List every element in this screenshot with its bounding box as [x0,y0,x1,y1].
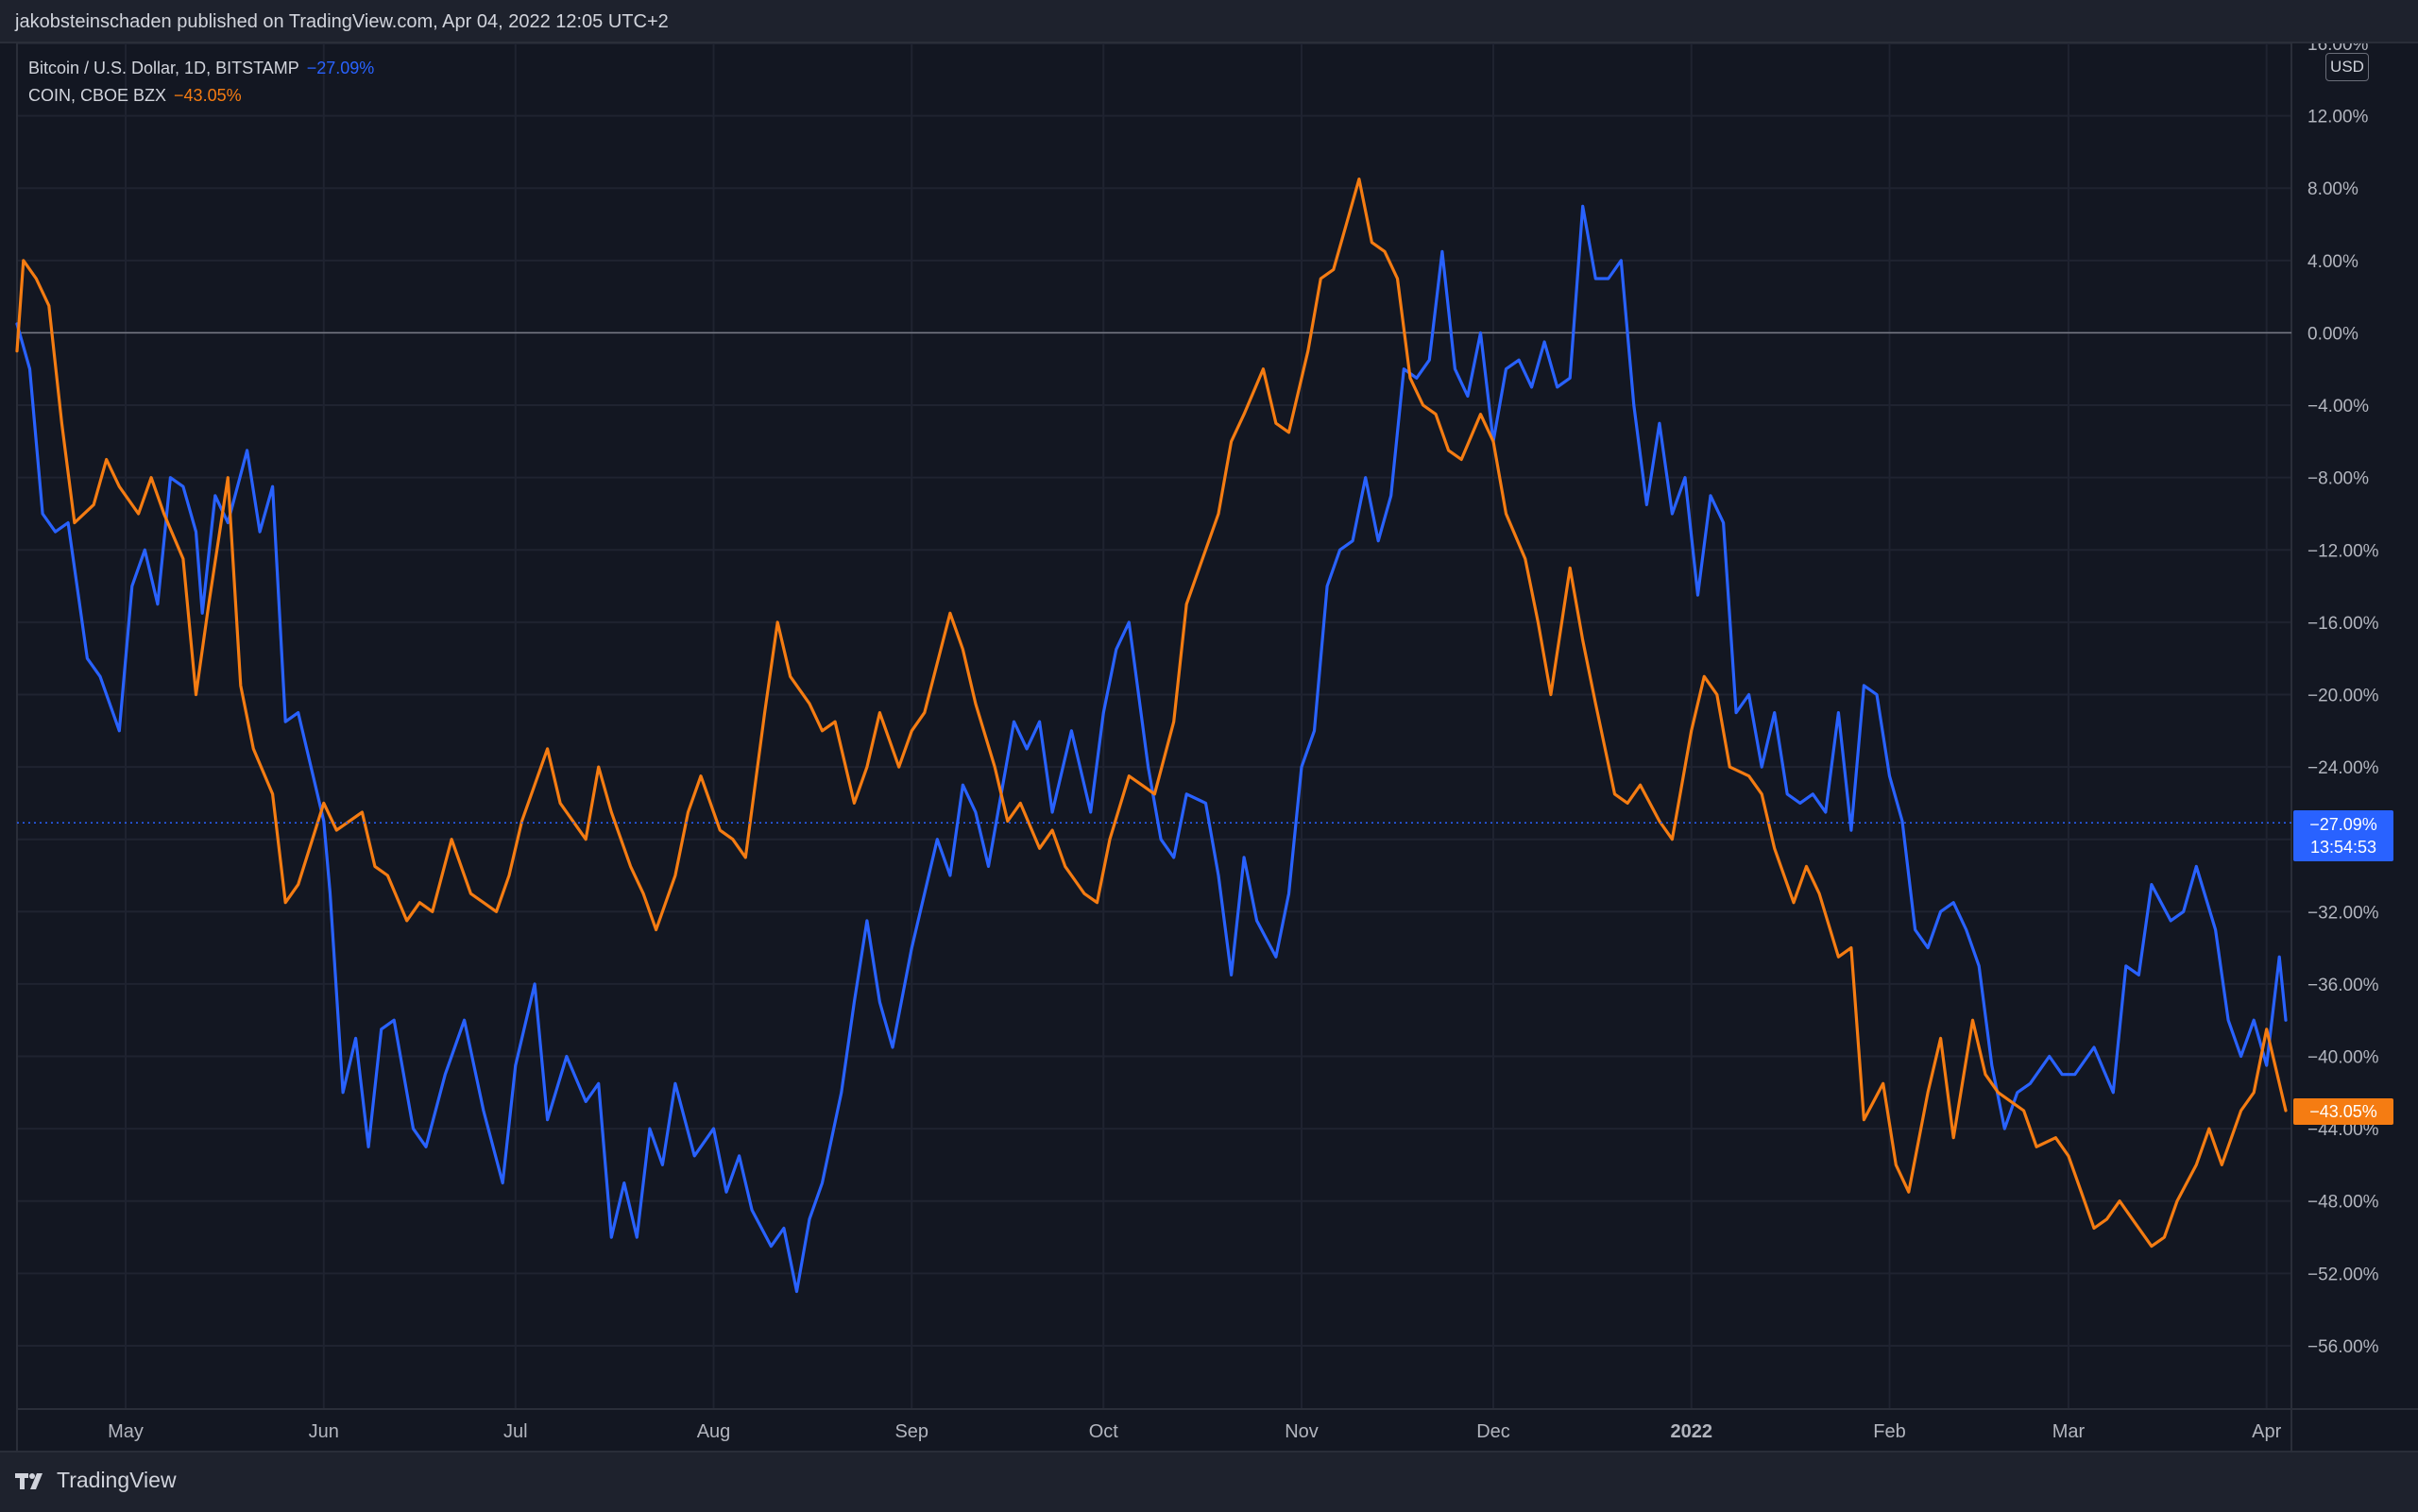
x-tick-label: Mar [2052,1421,2086,1442]
y-tick-label: −48.00% [2307,1193,2379,1213]
y-tick-label: −36.00% [2307,976,2379,995]
y-tick-label: −44.00% [2307,1120,2379,1140]
btc-countdown: 13:54:53 [2309,838,2377,857]
x-tick-label: Jul [503,1421,528,1442]
y-tick-label: −12.00% [2307,541,2379,561]
publish-info: jakobsteinschaden published on TradingVi… [15,11,669,32]
y-tick-label: −16.00% [2307,614,2379,634]
coin-price-value: −43.05% [2309,1102,2377,1121]
btc-price-value: −27.09% [2309,815,2377,834]
legend-value: −43.05% [174,86,242,105]
x-tick-label: Apr [2252,1421,2281,1442]
y-tick-label: 4.00% [2307,252,2358,272]
publish-header: jakobsteinschaden published on TradingVi… [0,0,2418,43]
currency-badge[interactable]: USD [2325,53,2369,81]
tradingview-logo-icon [15,1472,43,1489]
btc-series-line[interactable] [15,204,2288,1294]
legend-value: −27.09% [306,59,375,77]
x-tick-label: Aug [697,1421,731,1442]
y-tick-label: 8.00% [2307,179,2358,199]
x-tick-label: Dec [1476,1421,1510,1442]
brand-name: TradingView [57,1468,177,1492]
y-tick-label: −40.00% [2307,1048,2379,1068]
x-tick-label: 2022 [1670,1421,1712,1442]
legend-name: Bitcoin / U.S. Dollar, 1D, BITSTAMP [28,59,299,77]
y-tick-label: −8.00% [2307,469,2369,489]
y-tick-label: −32.00% [2307,903,2379,923]
legend-name: COIN, CBOE BZX [28,86,167,105]
line-chart[interactable]: 16.00% 12.00% 8.00% 4.00% 0.00% −4.00% −8.00% −… [0,43,2418,1451]
coin-price-tag: −43.05% [2293,1098,2393,1125]
tradingview-brand[interactable]: TradingView [15,1468,177,1493]
x-tick-label: Nov [1285,1421,1319,1442]
chart-legend: Bitcoin / U.S. Dollar, 1D, BITSTAMP −27.… [28,55,374,110]
x-tick-label: Jun [309,1421,339,1442]
x-tick-label: May [108,1421,144,1442]
footer-bar: TradingView [0,1451,2418,1512]
coin-series-line[interactable] [15,178,2288,1249]
y-tick-label: −52.00% [2307,1265,2379,1284]
y-tick-label: −56.00% [2307,1337,2379,1357]
x-tick-label: Sep [894,1421,928,1442]
x-tick-label: Oct [1089,1421,1119,1442]
y-tick-label: −24.00% [2307,758,2379,778]
legend-row-coin[interactable]: COIN, CBOE BZX −43.05% [28,82,374,110]
btc-price-tag: −27.09% 13:54:53 [2293,810,2393,861]
y-tick-label: 0.00% [2307,324,2358,344]
x-tick-label: Feb [1873,1421,1905,1442]
y-tick-label: −20.00% [2307,686,2379,705]
y-tick-label: 12.00% [2307,108,2369,127]
y-tick-label: −4.00% [2307,397,2369,416]
legend-row-btc[interactable]: Bitcoin / U.S. Dollar, 1D, BITSTAMP −27.… [28,55,374,82]
chart-area[interactable]: 16.00% 12.00% 8.00% 4.00% 0.00% −4.00% −8.00% −… [0,43,2418,1451]
chart-background [0,43,2418,1451]
y-tick-label: 16.00% [2307,43,2369,55]
